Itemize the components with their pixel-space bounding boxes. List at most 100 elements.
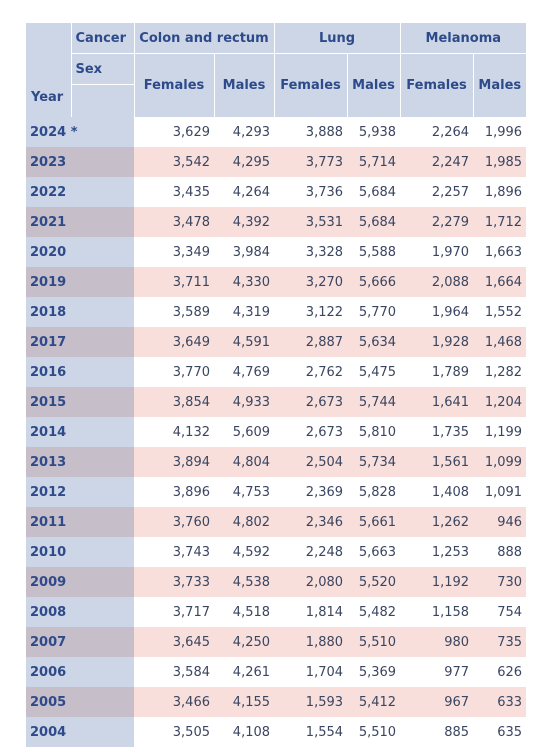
value-cell: 2,887 (274, 327, 348, 357)
value-cell: 1,099 (473, 447, 527, 477)
value-cell: 1,712 (473, 207, 527, 237)
year-cell: 2020 (26, 237, 134, 267)
value-cell: 3,984 (232, 244, 271, 260)
value-cell: 626 (497, 664, 523, 680)
value-cell: 5,828 (358, 484, 397, 500)
value-cell: 5,661 (347, 507, 401, 537)
table-row: 2006 3,584 4,261 1,704 5,369 977 626 (26, 657, 526, 687)
value-cell: 3,328 (305, 244, 344, 260)
value-cell: 1,253 (431, 544, 470, 560)
table-row: 2017 3,649 4,591 2,887 5,634 1,928 1,468 (26, 327, 527, 357)
table-row: 2021 3,478 4,392 3,531 5,684 2,279 1,712 (26, 207, 527, 237)
value-cell: 1,552 (484, 304, 523, 320)
value-cell: 3,505 (172, 724, 210, 740)
value-cell: 3,717 (172, 604, 210, 620)
value-cell: 4,769 (232, 364, 271, 380)
value-cell: 1,996 (484, 124, 523, 140)
table-row: 2020 3,349 3,984 3,328 5,588 1,970 1,663 (26, 237, 526, 267)
group-header-lung: Lung (273, 23, 401, 54)
table-row: 2004 3,505 4,108 1,554 5,510 885 635 (26, 717, 526, 747)
value-cell: 5,744 (347, 387, 401, 417)
group-header-melanoma: Melanoma (399, 23, 527, 54)
year-cell: 2011 (26, 507, 134, 537)
subcol-header: Females (273, 53, 348, 117)
value-cell: 1,789 (431, 364, 470, 380)
value-cell: 3,649 (134, 327, 214, 357)
value-cell: 3,888 (305, 124, 344, 140)
value-cell: 1,561 (400, 447, 474, 477)
value-cell: 1,554 (305, 724, 344, 740)
value-cell: 4,293 (232, 124, 271, 140)
year-cell: 2022 (26, 177, 134, 207)
value-cell: 3,478 (134, 207, 214, 237)
value-cell: 5,588 (358, 244, 397, 260)
value-cell: 4,933 (214, 387, 275, 417)
table-row: 2024 * 3,629 4,293 3,888 5,938 2,264 1,996 (26, 117, 526, 147)
value-cell: 4,538 (214, 567, 275, 597)
value-cell: 5,714 (347, 147, 401, 177)
value-cell: 3,760 (134, 507, 214, 537)
year-cell: 2024 * (26, 117, 134, 147)
value-cell: 1,282 (484, 364, 523, 380)
value-cell: 888 (497, 544, 523, 560)
value-cell: 1,641 (400, 387, 474, 417)
value-cell: 754 (497, 604, 523, 620)
year-cell: 2023 (26, 147, 134, 177)
value-cell: 2,248 (305, 544, 344, 560)
year-cell: 2008 (26, 597, 134, 627)
subcol-header: Males (472, 53, 527, 117)
value-cell: 3,743 (172, 544, 210, 560)
table-row: 2022 3,435 4,264 3,736 5,684 2,257 1,896 (26, 177, 526, 207)
table-row: 2005 3,466 4,155 1,593 5,412 967 633 (26, 687, 527, 717)
table-row: 2023 3,542 4,295 3,773 5,714 2,247 1,985 (26, 147, 527, 177)
value-cell: 5,412 (347, 687, 401, 717)
value-cell: 3,896 (172, 484, 210, 500)
value-cell: 5,482 (358, 604, 397, 620)
value-cell: 3,770 (172, 364, 210, 380)
value-cell: 977 (444, 664, 470, 680)
year-cell: 2010 (26, 537, 134, 567)
table-row: 2008 3,717 4,518 1,814 5,482 1,158 754 (26, 597, 526, 627)
value-cell: 4,250 (214, 627, 275, 657)
value-cell: 5,770 (358, 304, 397, 320)
sex-spacer (70, 84, 134, 117)
value-cell: 3,854 (134, 387, 214, 417)
value-cell: 3,435 (172, 184, 210, 200)
value-cell: 3,122 (305, 304, 344, 320)
value-cell: 5,510 (358, 724, 397, 740)
value-cell: 1,408 (431, 484, 470, 500)
value-cell: 2,279 (400, 207, 474, 237)
value-cell: 2,264 (431, 124, 470, 140)
value-cell: 2,257 (431, 184, 470, 200)
value-cell: 3,589 (172, 304, 210, 320)
cancer-header: Cancer (70, 23, 134, 54)
value-cell: 4,132 (172, 424, 210, 440)
value-cell: 635 (497, 724, 523, 740)
value-cell: 3,349 (172, 244, 210, 260)
value-cell: 2,504 (274, 447, 348, 477)
table-row: 2009 3,733 4,538 2,080 5,520 1,192 730 (26, 567, 527, 597)
value-cell: 1,964 (431, 304, 470, 320)
year-cell: 2019 (26, 267, 134, 297)
value-cell: 735 (473, 627, 527, 657)
value-cell: 5,810 (358, 424, 397, 440)
value-cell: 1,896 (484, 184, 523, 200)
value-cell: 1,192 (400, 567, 474, 597)
year-cell: 2016 (26, 357, 134, 387)
value-cell: 3,894 (134, 447, 214, 477)
value-cell: 967 (400, 687, 474, 717)
value-cell: 730 (473, 567, 527, 597)
value-cell: 2,088 (400, 267, 474, 297)
table-container: Cancer Colon and rectum Lung Melanoma Se… (26, 23, 527, 747)
value-cell: 1,664 (473, 267, 527, 297)
year-cell: 2007 (26, 627, 134, 657)
year-cell: 2012 (26, 477, 134, 507)
value-cell: 5,938 (358, 124, 397, 140)
value-cell: 3,466 (134, 687, 214, 717)
value-cell: 3,773 (274, 147, 348, 177)
value-cell: 1,704 (305, 664, 344, 680)
value-cell: 3,645 (134, 627, 214, 657)
value-cell: 5,666 (347, 267, 401, 297)
group-header-colon: Colon and rectum (133, 23, 275, 54)
value-cell: 633 (473, 687, 527, 717)
